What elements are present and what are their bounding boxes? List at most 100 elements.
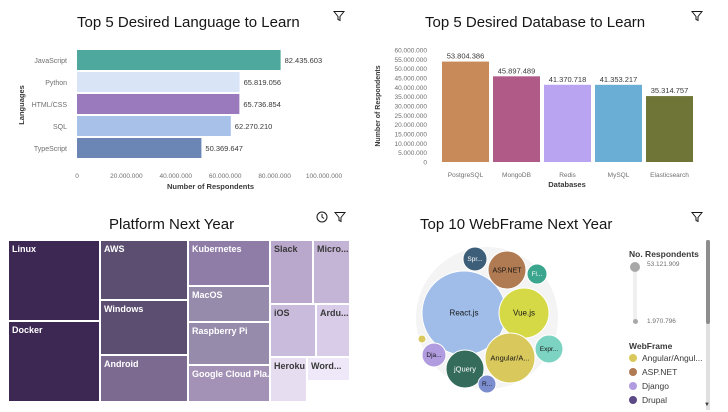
treemap-cell[interactable]: Heroku [270, 357, 307, 402]
filter-icon[interactable] [691, 10, 703, 22]
data-label: 65.736.854 [243, 100, 281, 109]
treemap-cell[interactable]: Google Cloud Pla... [188, 365, 270, 402]
legend-item-label: ASP.NET [642, 367, 678, 377]
bubble [445, 349, 485, 389]
category-label: PostgreSQL [448, 172, 484, 179]
y-tick-label: 5.000.000 [398, 150, 427, 157]
bar [77, 94, 240, 114]
x-axis-title: Databases [548, 180, 586, 189]
legend-scrollbar[interactable] [706, 240, 710, 410]
bubble [526, 263, 548, 285]
webframe-bubble-chart: React.js Vue.js Angular/A... jQuery ASP.NET S… [416, 246, 564, 394]
y-tick-label: 30.000.000 [394, 104, 427, 111]
treemap-cell[interactable]: Raspberry Pi [188, 322, 270, 365]
bar [77, 116, 231, 136]
category-label: JavaScript [34, 58, 67, 65]
scroll-down-icon[interactable]: ▼ [704, 402, 710, 408]
category-label: TypeScript [34, 146, 67, 153]
legend-color-title: WebFrame [629, 341, 673, 351]
treemap-cell[interactable]: Micro... [313, 240, 350, 304]
y-tick-label: 10.000.000 [394, 141, 427, 148]
bar [544, 84, 591, 162]
clock-icon[interactable] [316, 211, 328, 223]
treemap-cell[interactable]: AWS [100, 240, 188, 300]
bubble-label: React.js [450, 309, 479, 318]
y-tick-label: 40.000.000 [394, 85, 427, 92]
data-label: 41.353.217 [600, 75, 638, 84]
category-label: Python [45, 80, 67, 87]
data-label: 45.897.489 [498, 66, 536, 75]
x-axis-title: Number of Respondents [167, 182, 254, 191]
filter-icon[interactable] [691, 211, 703, 223]
x-tick-label: 0 [75, 173, 79, 180]
legend-item[interactable]: Django [629, 381, 669, 391]
language-bar-chart: JavaScript 82.435.603 Python 65.819.056 HTML… [17, 50, 343, 191]
legend-item[interactable]: ASP.NET [629, 367, 677, 377]
bar [646, 96, 693, 162]
bar [77, 50, 281, 70]
x-tick-label: 100.000.000 [306, 173, 343, 180]
data-label: 50.369.647 [205, 144, 243, 153]
legend-item[interactable]: Drupal [629, 395, 667, 405]
legend-size-min: 1.970.796 [647, 318, 676, 325]
legend-item-label: Django [642, 381, 669, 391]
legend-swatch [629, 396, 637, 404]
treemap-cell[interactable]: Kubernetes [188, 240, 270, 286]
legend-scroll-thumb[interactable] [706, 240, 710, 324]
category-label: MongoDB [502, 172, 531, 179]
legend-size-max: 53.121.909 [647, 261, 680, 268]
bubble [484, 332, 536, 384]
treemap-cell[interactable]: Slack [270, 240, 313, 304]
bubble [477, 374, 497, 394]
language-tile: Top 5 Desired Language to Learn JavaScri… [0, 0, 364, 206]
data-label: 82.435.603 [285, 56, 323, 65]
treemap-cell[interactable]: Ardu... [316, 304, 350, 357]
y-tick-label: 25.000.000 [394, 113, 427, 120]
bubble [417, 334, 427, 344]
x-tick-label: 40.000.000 [160, 173, 193, 180]
bar [77, 72, 240, 92]
legend-size-title: No. Respondents [629, 249, 699, 259]
treemap-cell[interactable]: Word... [307, 357, 350, 381]
x-tick-label: 80.000.000 [258, 173, 291, 180]
bubble-label: Vue.js [513, 309, 535, 318]
filter-icon[interactable] [333, 10, 345, 22]
treemap-cell[interactable]: MacOS [188, 286, 270, 322]
y-tick-label: 45.000.000 [394, 76, 427, 83]
y-tick-label: 0 [423, 160, 427, 167]
bubble-label: Dja... [426, 352, 441, 359]
y-tick-label: 50.000.000 [394, 66, 427, 73]
y-tick-label: 60.000.000 [394, 48, 427, 55]
platform-tile: Platform Next Year Linux Docker AWS Windows… [0, 206, 364, 412]
y-axis-title: Languages [17, 85, 26, 125]
legend-item-label: Drupal [642, 395, 668, 405]
y-tick-label: 15.000.000 [394, 132, 427, 139]
category-label: Redis [559, 172, 576, 179]
y-tick-label: 20.000.000 [394, 122, 427, 129]
platform-tile-title: Platform Next Year [109, 216, 235, 233]
database-bar-chart: 0 5.000.000 10.000.000 15.000.000 20.000.000… [375, 48, 693, 189]
category-label: HTML/CSS [32, 102, 68, 109]
treemap-cell[interactable]: Windows [100, 300, 188, 355]
legend-item[interactable]: Angular/Angul... [629, 353, 702, 363]
category-label: SQL [53, 124, 67, 131]
bubble-label: Expr... [540, 346, 559, 353]
bar [595, 84, 642, 162]
bubble-label: jQuery [453, 365, 476, 374]
filter-icon[interactable] [334, 211, 346, 223]
treemap-cell[interactable]: Docker [8, 321, 100, 402]
treemap-cell[interactable]: iOS [270, 304, 316, 357]
database-tile: Top 5 Desired Database to Learn 0 5.000.0… [364, 0, 728, 206]
language-tile-title: Top 5 Desired Language to Learn [77, 14, 300, 31]
webframe-tile: Top 10 WebFrame Next Year React.js Vue.js… [364, 206, 728, 412]
bubble-label: Fl... [532, 271, 543, 278]
database-tile-title: Top 5 Desired Database to Learn [425, 14, 646, 31]
legend-size-scale [630, 262, 640, 324]
treemap-cell[interactable]: Linux [8, 240, 100, 321]
x-tick-label: 20.000.000 [110, 173, 143, 180]
bar [77, 138, 202, 158]
bar [493, 76, 540, 162]
bubble [534, 334, 564, 364]
treemap-cell[interactable]: Android [100, 355, 188, 402]
x-tick-label: 60.000.000 [209, 173, 242, 180]
